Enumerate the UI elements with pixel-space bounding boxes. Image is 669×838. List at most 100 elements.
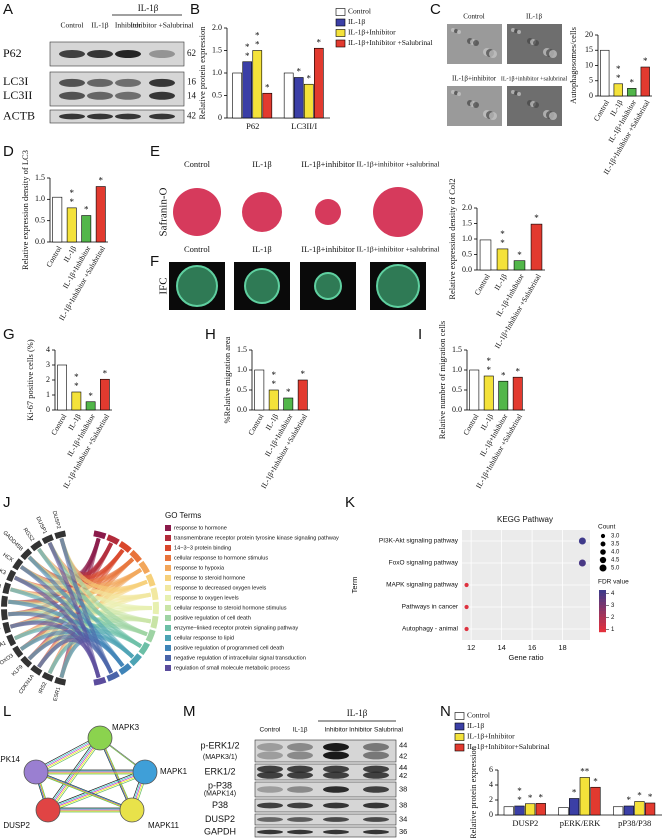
band	[115, 50, 141, 58]
legend-swatch	[454, 712, 465, 720]
colorbar-label: 3	[611, 603, 615, 609]
significance-mark: *	[516, 366, 521, 376]
node	[119, 797, 145, 823]
significance-mark: *	[500, 229, 505, 239]
tem-texture	[549, 112, 557, 120]
column-label: IL-1β	[252, 159, 271, 169]
significance-mark: *	[99, 176, 104, 186]
band	[59, 50, 85, 58]
band	[115, 113, 141, 120]
y-tick-label: 1.0	[35, 194, 45, 203]
node	[35, 797, 61, 823]
legend-label: 4.0	[611, 550, 620, 556]
bar	[283, 397, 294, 411]
gene-label: GADD45B	[1, 530, 24, 553]
term-arc	[145, 573, 156, 587]
significance-mark: *	[616, 64, 621, 74]
y-tick-label: 20	[585, 30, 593, 39]
y-tick-label: 1.5	[212, 45, 222, 54]
bar	[483, 375, 494, 411]
panel-letter: A	[3, 1, 13, 18]
bar	[283, 72, 294, 119]
band	[87, 50, 113, 58]
row-label: P38	[212, 800, 228, 810]
legend-label: IL-1β	[348, 17, 365, 26]
tem-texture	[473, 102, 479, 108]
lane-label: Control	[260, 727, 282, 734]
legend-label: response to hormone	[174, 525, 227, 531]
legend-label: response to steroid hormone	[174, 575, 245, 581]
tem-texture	[517, 30, 521, 34]
gene-label: ESR1	[53, 687, 63, 702]
significance-mark: *	[630, 77, 635, 87]
bar	[57, 364, 67, 411]
bar	[514, 805, 525, 816]
legend-swatch	[165, 585, 171, 591]
panel-letter: F	[150, 253, 159, 270]
significance-mark: *	[286, 387, 291, 397]
x-tick-label: Control	[246, 412, 265, 436]
band	[363, 743, 389, 752]
band	[323, 743, 349, 752]
significance-mark: *	[301, 369, 306, 379]
legend-swatch	[335, 29, 346, 37]
significance-mark: *	[317, 37, 322, 47]
size-key	[600, 541, 606, 547]
y-tick-label: 1.5	[452, 345, 462, 354]
colorbar	[599, 629, 606, 633]
bar	[262, 92, 273, 119]
bar	[85, 401, 96, 411]
band	[87, 78, 113, 87]
band	[363, 817, 389, 822]
band	[323, 802, 349, 809]
bar	[252, 50, 263, 119]
gene-arc	[20, 655, 33, 668]
term-arc	[138, 560, 150, 575]
band	[115, 91, 141, 100]
colorbar	[599, 614, 606, 618]
legend-label: Control	[467, 711, 490, 720]
band	[59, 91, 85, 100]
lane-label: IL-1β	[91, 21, 108, 30]
panel-letter: J	[3, 494, 11, 511]
panel-letter: K	[345, 494, 355, 511]
band	[323, 771, 349, 779]
size-label: 42	[399, 771, 407, 780]
gene-arc	[41, 671, 54, 682]
y-tick-label: 0.5	[35, 215, 45, 224]
gene-label: PLK3	[0, 565, 7, 576]
image-label: IL-1β	[526, 13, 542, 21]
legend-swatch	[165, 665, 171, 671]
band	[59, 78, 85, 87]
y-tick-label: 1.0	[237, 365, 247, 374]
stain-label: IFC	[158, 277, 170, 294]
row-label: ERK1/2	[204, 766, 235, 776]
significance-mark: *	[539, 792, 544, 802]
band	[363, 829, 389, 835]
x-tick-label: Control	[461, 412, 480, 436]
gene-arc	[12, 558, 24, 571]
significance-mark: *	[648, 792, 653, 802]
gene-label: DUSP2	[51, 510, 62, 529]
bar	[496, 248, 509, 271]
term-arc	[93, 530, 107, 540]
chart-title: KEGG Pathway	[497, 515, 553, 524]
point	[578, 537, 586, 545]
point	[578, 559, 586, 567]
significance-mark: *	[255, 40, 260, 50]
y-tick-label: 2.0	[212, 23, 222, 32]
significance-mark: *	[616, 73, 621, 83]
blot	[254, 739, 397, 763]
legend-label: Control	[348, 7, 371, 16]
safranin-image	[242, 192, 282, 232]
colorbar	[599, 623, 606, 627]
legend-swatch	[335, 39, 346, 48]
panel-letter: B	[190, 1, 200, 18]
lane-label: Inhibitor	[115, 21, 142, 30]
y-tick-label: 4	[46, 345, 50, 354]
colorbar-label: 2	[611, 615, 615, 621]
tem-texture	[473, 40, 479, 46]
legend-label: enzyme−linked receptor protein signaling…	[174, 625, 298, 631]
